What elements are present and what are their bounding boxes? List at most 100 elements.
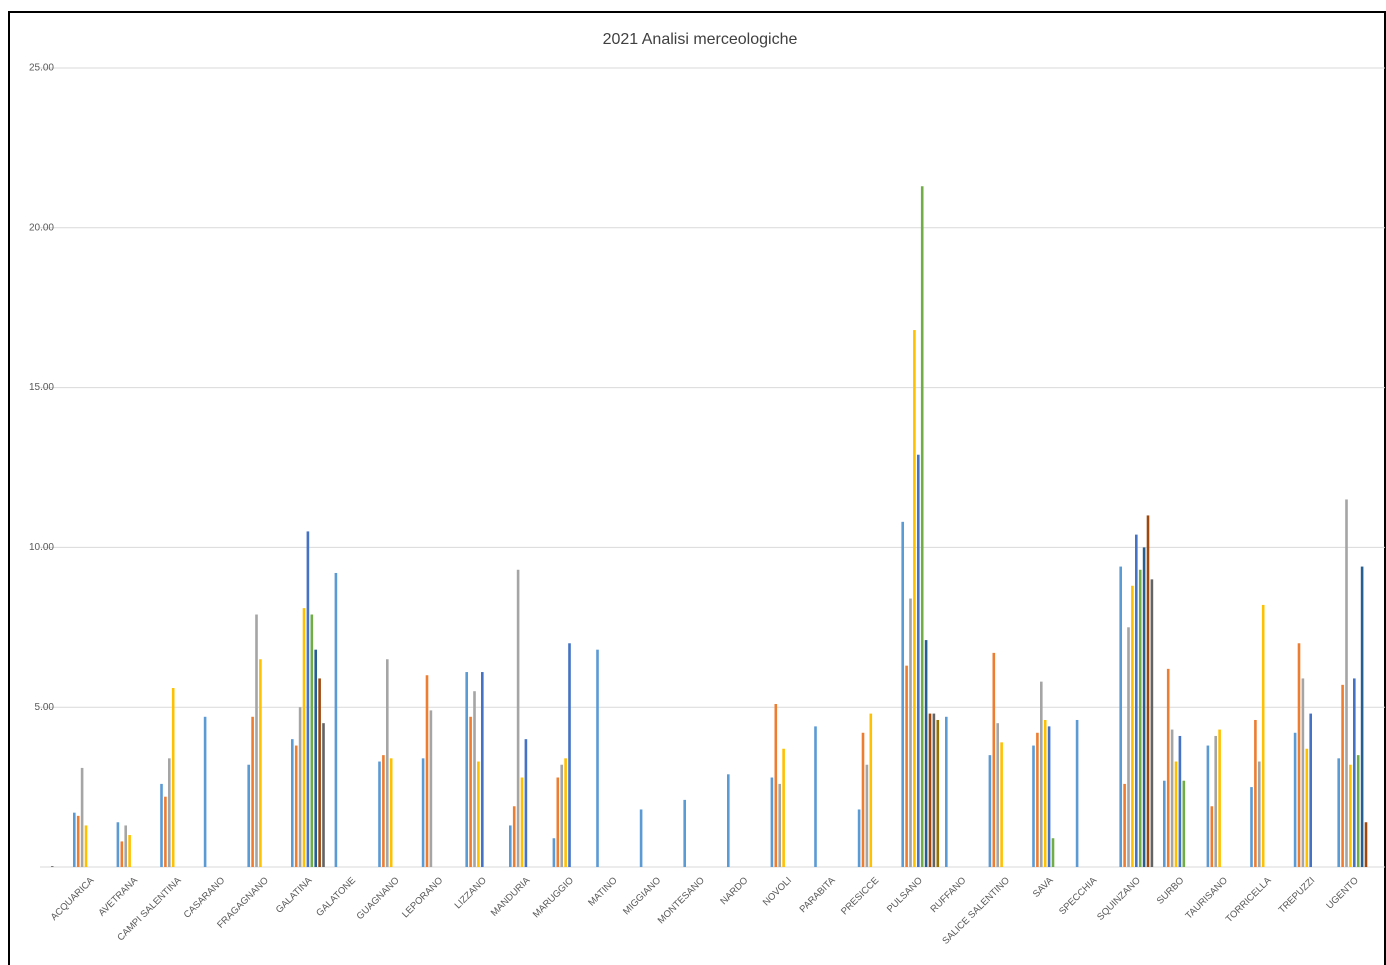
bar [520,777,524,867]
bar [80,767,84,867]
bar [564,758,567,867]
bar [1123,783,1126,867]
bar [84,825,88,867]
x-tick-label: MATINO [586,875,619,908]
bar [1261,604,1265,867]
y-tick-label: 10.00 [29,542,54,553]
bar [1051,838,1055,867]
bar [1360,566,1364,867]
x-tick-label: SAVA [1031,875,1056,900]
bar [774,704,778,867]
bar [382,755,385,867]
bar [1036,732,1039,867]
bar [294,745,298,867]
bar [314,649,317,867]
bar [920,186,924,867]
bar [1047,726,1051,867]
bar [901,521,904,867]
bar [639,809,643,867]
x-tick-label: NOVOLI [761,875,794,908]
bar [917,454,920,867]
bar [481,672,484,867]
x-tick-label: MARUGGIO [531,875,576,920]
x-tick-label: SURBO [1155,875,1187,907]
x-tick-label: LIZZANO [453,875,489,911]
bar [1146,515,1150,867]
bar [318,678,321,867]
x-tick-label: GALATONE [314,875,358,919]
chart-frame [8,11,1386,965]
bar [160,783,163,867]
bar [1297,643,1301,867]
bar [124,825,127,867]
bar [1135,534,1138,867]
bar [1000,742,1003,867]
y-tick-label: 5.00 [35,702,55,713]
y-tick-label: 15.00 [29,382,54,393]
bar [1040,681,1043,867]
x-tick-label: RUFFANO [929,875,969,915]
x-tick-label: MIGGIANO [621,875,663,917]
bar [334,572,338,867]
bar [1293,732,1297,867]
bar [865,764,869,867]
bar [945,716,948,867]
bar [857,809,861,867]
bar [512,806,516,867]
bar [1043,719,1047,867]
bar [1150,579,1154,867]
bar [909,598,912,867]
bar [259,659,262,867]
bar [1337,758,1340,867]
bar [1218,729,1221,867]
bar [1301,678,1305,867]
bar [1138,569,1142,867]
bar [1341,684,1344,867]
bar [778,783,781,867]
x-tick-label: MANDURIA [489,875,533,919]
bar [1182,780,1186,867]
bar [164,796,167,867]
y-tick-label: - [51,862,54,873]
bar [869,713,873,867]
y-tick-label: 20.00 [29,222,54,233]
bar [469,716,472,867]
bar [509,825,512,867]
bar [1349,764,1352,867]
y-tick-label: 25.00 [29,63,54,74]
x-tick-label: ACQUARICA [49,875,97,923]
bar [596,649,599,867]
bar [560,764,563,867]
bar [291,739,294,867]
x-tick-label: LEPORANO [400,875,445,920]
bar [1178,735,1182,867]
bar [322,723,325,867]
x-tick-label: TAURISANO [1184,875,1230,921]
x-tick-label: UGENTO [1324,875,1360,911]
bar [524,739,528,867]
bar [928,713,932,867]
bar [386,659,389,867]
x-tick-label: GALATINA [274,875,315,916]
bar [1353,678,1356,867]
x-tick-label: SPECCHIA [1057,875,1100,918]
x-tick-label: SQUINZANO [1095,875,1143,923]
bar [936,719,940,867]
bar [770,777,774,867]
x-tick-label: GUAGNANO [355,875,402,922]
bar [1174,761,1178,867]
x-tick-label: TREPUZZI [1277,875,1318,916]
bar [1142,547,1146,867]
bar [683,799,686,867]
bar [465,672,468,867]
bar [171,688,175,867]
bar [988,755,992,867]
x-tick-label: CASARANO [182,875,227,920]
bar [168,758,171,867]
bar [1206,745,1210,867]
bar [1305,748,1309,867]
bar [429,710,433,867]
x-tick-label: AVETRANA [97,875,141,919]
x-tick-label: PULSANO [885,875,925,915]
bar [924,640,928,867]
